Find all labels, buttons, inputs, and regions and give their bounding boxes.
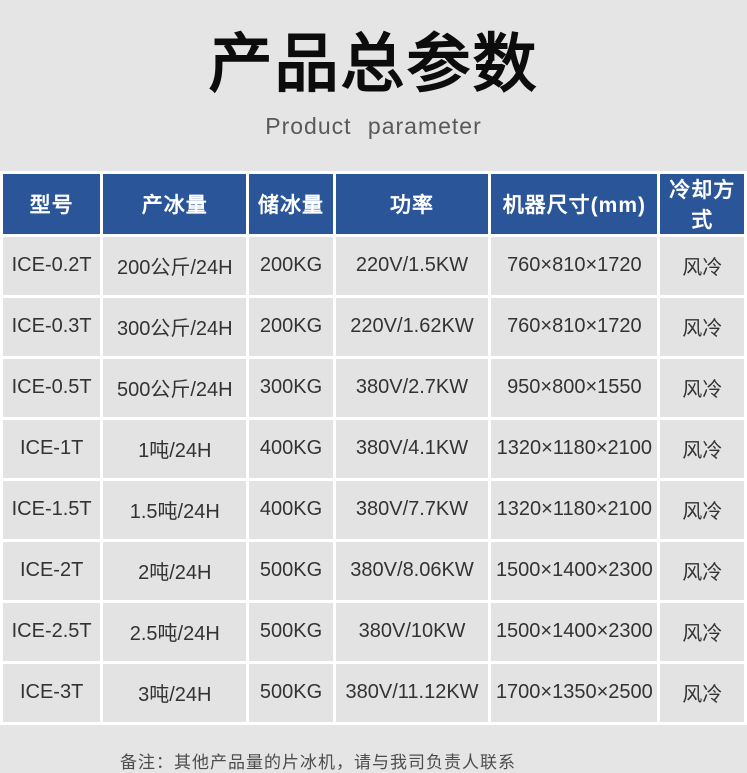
column-header-power: 功率: [335, 173, 489, 234]
cell-cooling-method: 风冷: [660, 236, 744, 295]
column-header-ice-production: 产冰量: [103, 173, 247, 234]
cell-ice-production: 1吨/24H: [103, 419, 247, 478]
cell-ice-production: 2.5吨/24H: [103, 602, 247, 661]
cell-ice-production: 2吨/24H: [103, 541, 247, 600]
cell-machine-size: 1700×1350×2500: [491, 663, 658, 722]
cell-model: ICE-1.5T: [3, 480, 101, 539]
cell-ice-production: 3吨/24H: [103, 663, 247, 722]
column-header-machine-size: 机器尺寸(mm): [491, 173, 658, 234]
cell-machine-size: 1500×1400×2300: [491, 541, 658, 600]
column-header-cooling-method: 冷却方式: [660, 173, 744, 234]
cell-cooling-method: 风冷: [660, 663, 744, 722]
cell-ice-storage: 200KG: [249, 236, 333, 295]
table-row: ICE-1.5T 1.5吨/24H 400KG 380V/7.7KW 1320×…: [3, 480, 744, 539]
cell-power: 220V/1.62KW: [335, 297, 489, 356]
cell-cooling-method: 风冷: [660, 358, 744, 417]
cell-ice-storage: 200KG: [249, 297, 333, 356]
cell-model: ICE-1T: [3, 419, 101, 478]
table-row: ICE-0.3T 300公斤/24H 200KG 220V/1.62KW 760…: [3, 297, 744, 356]
table-row: ICE-2T 2吨/24H 500KG 380V/8.06KW 1500×140…: [3, 541, 744, 600]
page-title: 产品总参数: [208, 28, 539, 100]
cell-power: 380V/10KW: [335, 602, 489, 661]
cell-ice-production: 300公斤/24H: [103, 297, 247, 356]
cell-ice-production: 500公斤/24H: [103, 358, 247, 417]
cell-cooling-method: 风冷: [660, 480, 744, 539]
cell-ice-storage: 500KG: [249, 663, 333, 722]
product-parameter-table: 型号 产冰量 储冰量 功率 机器尺寸(mm) 冷却方式 ICE-0.2T 200…: [0, 170, 747, 725]
cell-ice-production: 1.5吨/24H: [103, 480, 247, 539]
cell-power: 220V/1.5KW: [335, 236, 489, 295]
footer-note: 备注：其他产品量的片冰机，请与我司负责人联系: [120, 752, 516, 772]
table-header-row: 型号 产冰量 储冰量 功率 机器尺寸(mm) 冷却方式: [3, 173, 744, 234]
cell-machine-size: 1500×1400×2300: [491, 602, 658, 661]
cell-cooling-method: 风冷: [660, 541, 744, 600]
cell-ice-storage: 400KG: [249, 419, 333, 478]
cell-machine-size: 760×810×1720: [491, 297, 658, 356]
cell-power: 380V/8.06KW: [335, 541, 489, 600]
column-header-model: 型号: [3, 173, 101, 234]
cell-machine-size: 1320×1180×2100: [491, 480, 658, 539]
cell-model: ICE-3T: [3, 663, 101, 722]
cell-ice-storage: 500KG: [249, 541, 333, 600]
cell-ice-production: 200公斤/24H: [103, 236, 247, 295]
column-header-ice-storage: 储冰量: [249, 173, 333, 234]
cell-power: 380V/2.7KW: [335, 358, 489, 417]
cell-ice-storage: 500KG: [249, 602, 333, 661]
cell-cooling-method: 风冷: [660, 297, 744, 356]
cell-ice-storage: 300KG: [249, 358, 333, 417]
cell-power: 380V/7.7KW: [335, 480, 489, 539]
cell-model: ICE-2.5T: [3, 602, 101, 661]
cell-power: 380V/11.12KW: [335, 663, 489, 722]
table-row: ICE-0.2T 200公斤/24H 200KG 220V/1.5KW 760×…: [3, 236, 744, 295]
table-row: ICE-3T 3吨/24H 500KG 380V/11.12KW 1700×13…: [3, 663, 744, 722]
cell-cooling-method: 风冷: [660, 419, 744, 478]
page-subtitle: Product parameter: [265, 112, 482, 139]
cell-power: 380V/4.1KW: [335, 419, 489, 478]
cell-machine-size: 760×810×1720: [491, 236, 658, 295]
cell-model: ICE-0.3T: [3, 297, 101, 356]
table-row: ICE-1T 1吨/24H 400KG 380V/4.1KW 1320×1180…: [3, 419, 744, 478]
cell-ice-storage: 400KG: [249, 480, 333, 539]
page-header: 产品总参数 Product parameter: [0, 0, 747, 140]
table-row: ICE-2.5T 2.5吨/24H 500KG 380V/10KW 1500×1…: [3, 602, 744, 661]
cell-model: ICE-0.2T: [3, 236, 101, 295]
cell-model: ICE-2T: [3, 541, 101, 600]
table-row: ICE-0.5T 500公斤/24H 300KG 380V/2.7KW 950×…: [3, 358, 744, 417]
cell-machine-size: 950×800×1550: [491, 358, 658, 417]
cell-machine-size: 1320×1180×2100: [491, 419, 658, 478]
cell-model: ICE-0.5T: [3, 358, 101, 417]
cell-cooling-method: 风冷: [660, 602, 744, 661]
